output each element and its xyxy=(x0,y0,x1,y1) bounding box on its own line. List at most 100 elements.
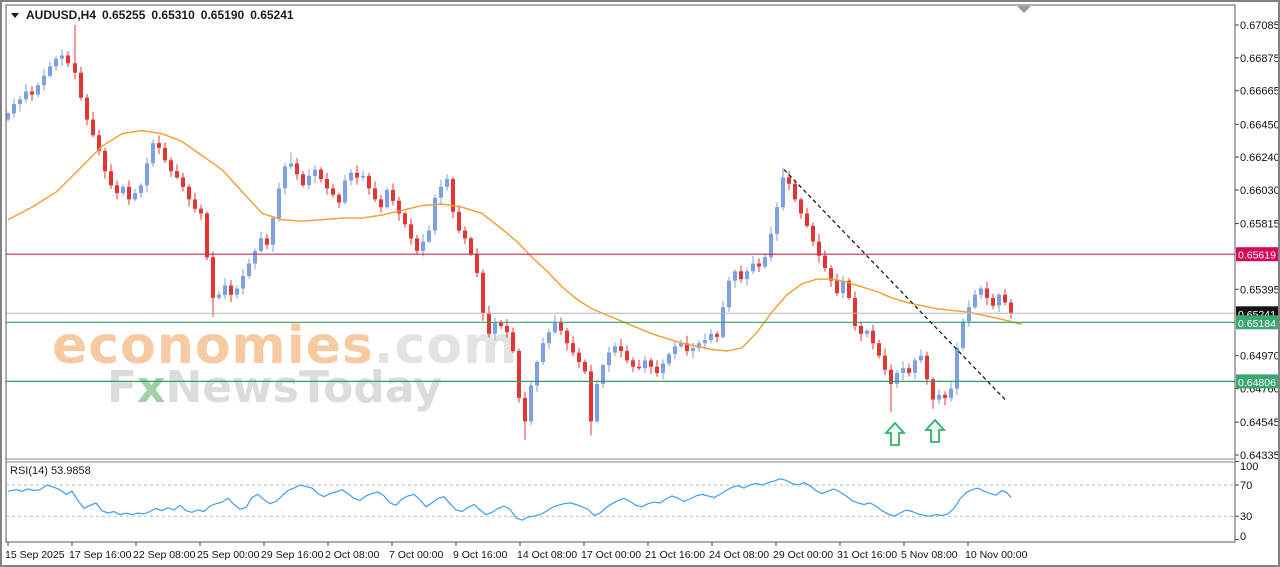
candle xyxy=(865,330,869,334)
candle xyxy=(421,241,425,251)
price-axis-label: 0.66875 xyxy=(1240,53,1278,65)
time-axis-label: 25 Sep 00:00 xyxy=(197,549,260,561)
candle xyxy=(529,385,533,422)
candle xyxy=(757,263,761,267)
candle xyxy=(943,394,947,398)
resistance-level-badge-label: 0.65619 xyxy=(1238,250,1276,262)
up-arrow-icon[interactable] xyxy=(923,418,947,443)
candle xyxy=(42,75,46,86)
time-axis-label: 21 Oct 16:00 xyxy=(645,549,705,561)
candle xyxy=(991,297,995,306)
candle xyxy=(745,271,749,280)
candle xyxy=(619,346,623,351)
candle xyxy=(547,332,551,344)
candle xyxy=(595,383,599,422)
price-axis-label: 0.65815 xyxy=(1240,219,1278,231)
watermark-subbrand: FxNewsToday xyxy=(107,362,442,413)
candle xyxy=(859,326,863,334)
candle xyxy=(175,171,179,178)
price-axis-label: 0.66665 xyxy=(1240,86,1278,98)
candle xyxy=(271,218,275,245)
candle xyxy=(661,363,665,373)
price-axis-label: 0.64970 xyxy=(1240,351,1278,363)
candle xyxy=(895,372,899,384)
rsi-axis-label: 100 xyxy=(1240,461,1258,473)
candle xyxy=(433,197,437,231)
support-level-badge-label: 0.64806 xyxy=(1238,377,1276,389)
candle xyxy=(193,199,197,209)
candle xyxy=(925,355,929,380)
candle xyxy=(733,271,737,281)
symbol-header: AUDUSD,H4 0.65255 0.65310 0.65190 0.65241 xyxy=(11,8,294,22)
candle xyxy=(793,183,797,200)
candle xyxy=(955,347,959,389)
moving-average-line xyxy=(7,129,1023,352)
candle xyxy=(253,251,257,264)
ohlc-low: 0.65190 xyxy=(200,8,245,22)
candle xyxy=(349,172,353,181)
time-axis-label: 15 Sep 2025 xyxy=(5,549,65,561)
candles-group xyxy=(6,25,1013,441)
price-axis-label: 0.64545 xyxy=(1240,417,1278,429)
candle xyxy=(109,171,113,186)
candle xyxy=(66,55,70,64)
candle xyxy=(295,163,299,175)
candle xyxy=(649,360,653,367)
candle xyxy=(799,199,803,214)
candle xyxy=(265,238,269,245)
candle xyxy=(73,63,77,73)
rsi-axis-label: 0 xyxy=(1240,531,1246,543)
candle xyxy=(871,330,875,344)
rsi-axis-label: 70 xyxy=(1240,480,1252,492)
candle xyxy=(169,160,173,172)
time-axis[interactable] xyxy=(7,542,969,546)
symbol-dropdown-icon xyxy=(11,13,19,18)
chart-shift-marker-icon[interactable] xyxy=(1017,6,1031,13)
candle xyxy=(481,272,485,314)
candle xyxy=(121,186,125,194)
candle xyxy=(775,207,779,234)
candle xyxy=(805,213,809,226)
candle xyxy=(181,177,185,187)
candle xyxy=(361,175,365,178)
candle xyxy=(157,143,161,148)
candle xyxy=(115,185,119,194)
candle xyxy=(187,186,191,200)
candle xyxy=(637,366,641,369)
candle xyxy=(607,352,611,366)
candle xyxy=(409,224,413,239)
time-axis-label: 24 Oct 08:00 xyxy=(709,549,769,561)
candle xyxy=(79,72,83,98)
candle xyxy=(841,280,845,294)
rsi-axis[interactable] xyxy=(1235,461,1239,541)
candle xyxy=(961,321,965,348)
candle xyxy=(229,285,233,295)
support-level-badge-label: 0.65184 xyxy=(1238,318,1276,330)
candle xyxy=(739,271,743,280)
candle xyxy=(277,188,281,219)
time-axis-label: 29 Sep 16:00 xyxy=(261,549,324,561)
time-axis-label: 14 Oct 08:00 xyxy=(517,549,577,561)
candle xyxy=(505,326,509,333)
candle xyxy=(931,379,935,400)
candle xyxy=(937,394,941,400)
candle xyxy=(313,169,317,176)
candle xyxy=(199,208,203,214)
candle xyxy=(97,135,101,151)
candle xyxy=(601,365,605,384)
candle xyxy=(553,322,557,333)
time-axis-label: 17 Oct 00:00 xyxy=(581,549,641,561)
candle xyxy=(331,188,335,195)
time-axis-label: 5 Nov 08:00 xyxy=(901,549,958,561)
up-arrow-icon[interactable] xyxy=(883,421,907,446)
candle xyxy=(727,280,731,308)
time-axis-label: 22 Sep 08:00 xyxy=(133,549,196,561)
candle xyxy=(91,119,95,136)
candle xyxy=(643,360,647,369)
candle xyxy=(451,179,455,212)
candle xyxy=(1003,294,1007,303)
price-axis[interactable] xyxy=(1235,24,1239,456)
candle xyxy=(541,343,545,362)
candle xyxy=(583,362,587,372)
